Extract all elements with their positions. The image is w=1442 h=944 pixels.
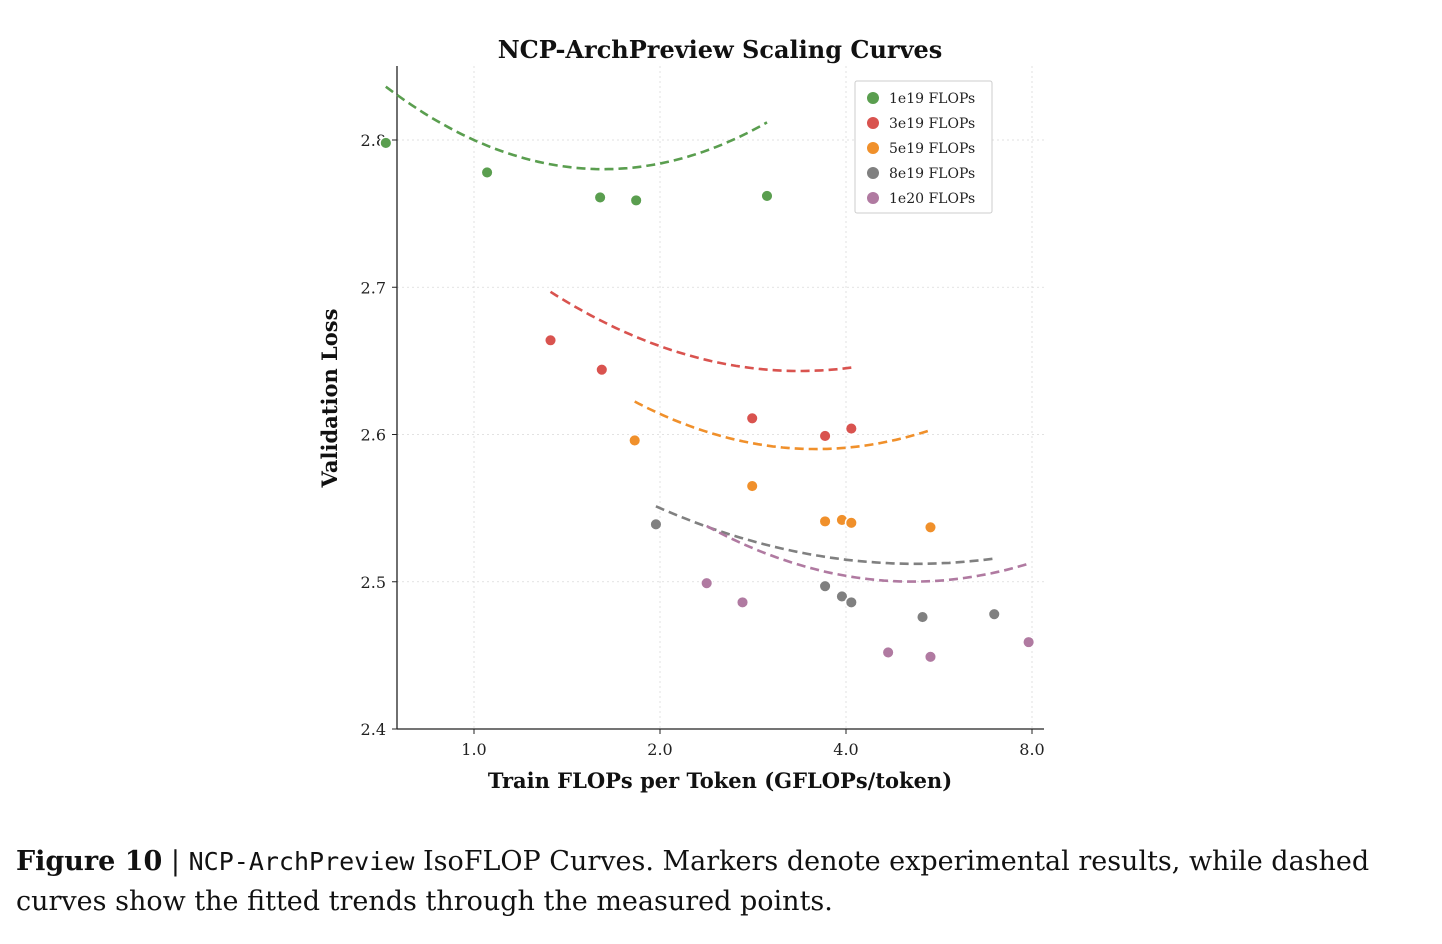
data-point <box>629 193 643 207</box>
data-point <box>543 333 558 347</box>
data-point <box>745 411 759 425</box>
caption-text: IsoFLOP Curves. Markers denote experimen… <box>16 846 1370 917</box>
grid <box>397 66 1044 729</box>
fit-curve <box>634 400 931 451</box>
x-tick-label: 8.0 <box>1019 740 1044 759</box>
data-point <box>818 579 832 593</box>
y-axis-label: Validation Loss <box>317 309 342 489</box>
y-tick-label: 2.6 <box>361 426 386 445</box>
data-point <box>649 517 663 531</box>
legend-marker <box>867 192 879 204</box>
legend-label: 3e19 FLOPs <box>889 116 975 132</box>
legend-marker <box>867 142 879 154</box>
legend-box <box>854 80 993 214</box>
fit-curve <box>706 524 1029 583</box>
legend-label: 5e19 FLOPs <box>889 141 975 157</box>
x-tick-label: 1.0 <box>461 740 486 759</box>
caption-separator: | <box>170 846 181 877</box>
data-point <box>844 595 858 609</box>
chart-title: NCP-ArchPreview Scaling Curves <box>498 35 943 64</box>
fit-curve <box>385 85 768 171</box>
x-tick-label: 4.0 <box>833 740 858 759</box>
legend-label: 1e19 FLOPs <box>889 91 975 107</box>
data-point <box>844 422 858 436</box>
legend-marker <box>867 117 879 129</box>
model-name: NCP-ArchPreview <box>188 847 415 876</box>
y-tick-label: 2.4 <box>361 720 386 739</box>
data-point <box>760 189 774 203</box>
chart: NCP-ArchPreview Scaling Curves 1.0 2.0 4.0… <box>317 35 1045 793</box>
data-point <box>379 136 393 150</box>
axis-ticks: 1.0 2.0 4.0 8.0 2.4 2.5 2.6 2.7 2.8 <box>361 131 1045 759</box>
data-point <box>835 589 849 604</box>
figure-label: Figure 10 <box>16 846 163 877</box>
data-point <box>593 190 607 204</box>
data-point <box>818 514 832 528</box>
figure-caption: Figure 10 | NCP-ArchPreview IsoFLOP Curv… <box>16 842 1428 922</box>
fit-curves <box>385 85 1029 583</box>
data-point <box>595 363 609 377</box>
data-point <box>480 165 494 179</box>
data-point <box>700 576 714 590</box>
data-point <box>923 650 938 664</box>
legend-marker <box>867 167 879 179</box>
data-point <box>915 610 930 624</box>
fit-curve <box>549 290 852 373</box>
y-tick-label: 2.7 <box>361 278 386 297</box>
legend: 1e19 FLOPs 3e19 FLOPs 5e19 FLOPs 8e19 FLOPs… <box>854 80 993 214</box>
data-point <box>844 516 858 530</box>
data-point <box>628 433 642 447</box>
data-point <box>923 520 938 534</box>
legend-label: 1e20 FLOPs <box>889 191 975 207</box>
x-tick-label: 2.0 <box>647 740 672 759</box>
data-point <box>881 645 895 659</box>
y-tick-label: 2.5 <box>361 573 386 592</box>
legend-marker <box>867 92 879 104</box>
y-tick-label: 2.8 <box>361 131 386 150</box>
legend-label: 8e19 FLOPs <box>889 166 975 182</box>
data-point <box>1022 635 1036 649</box>
data-point <box>818 429 832 443</box>
data-point <box>735 595 750 609</box>
x-axis-label: Train FLOPs per Token (GFLOPs/token) <box>488 768 952 793</box>
data-point <box>987 607 1001 621</box>
data-point <box>745 479 759 493</box>
data-points <box>379 136 1036 664</box>
